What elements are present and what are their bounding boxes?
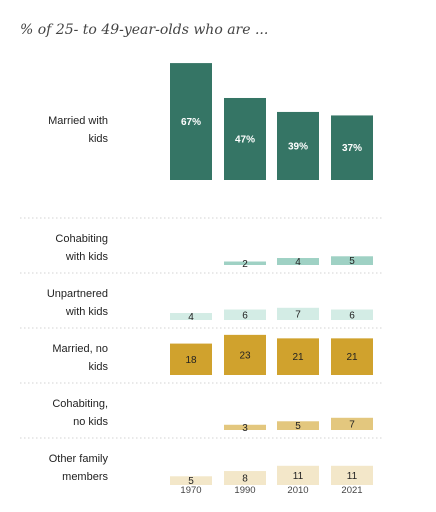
data-label-unpartnered-with-kids-1990: 6 — [242, 310, 248, 321]
bar-unpartnered-with-kids-2021 — [331, 309, 373, 320]
bar-other-family-members-2021 — [331, 465, 373, 485]
data-label-other-family-members-2021: 11 — [347, 471, 358, 482]
bar-unpartnered-with-kids-1990 — [224, 309, 266, 320]
bar-unpartnered-with-kids-2010 — [277, 307, 319, 320]
row-label-cohabiting-no-kids: Cohabiting, no kids — [52, 398, 108, 428]
x-tick-label-2010: 2010 — [287, 485, 308, 496]
data-label-married-with-kids-1990: 47% — [235, 134, 255, 145]
data-label-other-family-members-1990: 8 — [242, 474, 248, 485]
data-label-other-family-members-1970: 5 — [188, 476, 194, 487]
data-label-married-with-kids-2021: 37% — [342, 143, 362, 154]
bar-cohabiting-with-kids-1990 — [224, 261, 266, 265]
x-tick-label-1990: 1990 — [234, 485, 255, 496]
data-label-cohabiting-no-kids-2021: 7 — [349, 419, 355, 430]
data-label-unpartnered-with-kids-2010: 7 — [295, 309, 301, 320]
bar-married-no-kids-1970 — [170, 343, 212, 375]
bar-cohabiting-no-kids-2021 — [331, 417, 373, 430]
row-label-married-no-kids: Married, no kids — [52, 343, 108, 373]
bar-cohabiting-no-kids-1990 — [224, 424, 266, 430]
bar-other-family-members-2010 — [277, 465, 319, 485]
chart-title: % of 25- to 49-year-olds who are ... — [20, 22, 269, 38]
bar-married-with-kids-2021 — [331, 115, 373, 180]
bar-married-with-kids-1970 — [170, 63, 212, 180]
x-tick-label-2021: 2021 — [341, 485, 362, 496]
data-label-married-with-kids-2010: 39% — [288, 141, 308, 152]
data-label-cohabiting-with-kids-2010: 4 — [295, 257, 301, 268]
bar-married-no-kids-2021 — [331, 338, 373, 375]
bar-married-no-kids-1990 — [224, 334, 266, 375]
data-label-married-no-kids-1970: 18 — [185, 355, 197, 366]
bar-cohabiting-with-kids-2010 — [277, 258, 319, 265]
data-label-cohabiting-no-kids-2010: 5 — [295, 421, 301, 432]
bar-cohabiting-no-kids-2010 — [277, 421, 319, 430]
data-label-unpartnered-with-kids-1970: 4 — [188, 312, 194, 323]
data-label-unpartnered-with-kids-2021: 6 — [349, 310, 355, 321]
x-tick-label-1970: 1970 — [180, 485, 201, 496]
bar-unpartnered-with-kids-1970 — [170, 313, 212, 320]
bar-married-with-kids-1990 — [224, 97, 266, 180]
row-label-married-with-kids: Married with kids — [48, 115, 108, 145]
row-label-unpartnered-with-kids: Unpartnered with kids — [47, 288, 109, 318]
bar-married-no-kids-2010 — [277, 338, 319, 375]
data-label-other-family-members-2010: 11 — [293, 471, 304, 482]
data-label-married-no-kids-2021: 21 — [346, 352, 358, 363]
data-label-cohabiting-with-kids-2021: 5 — [349, 256, 355, 267]
data-label-married-with-kids-1970: 67% — [181, 117, 201, 128]
bar-married-with-kids-2010 — [277, 111, 319, 180]
data-label-married-no-kids-2010: 21 — [292, 352, 304, 363]
bar-cohabiting-with-kids-2021 — [331, 256, 373, 265]
data-label-cohabiting-no-kids-1990: 3 — [242, 423, 248, 434]
data-label-cohabiting-with-kids-1990: 2 — [242, 259, 248, 270]
data-label-married-no-kids-1990: 23 — [239, 350, 251, 361]
bar-other-family-members-1970 — [170, 476, 212, 485]
row-label-cohabiting-with-kids: Cohabiting with kids — [55, 233, 108, 263]
bar-other-family-members-1990 — [224, 471, 266, 485]
row-label-other-family-members: Other family members — [49, 453, 109, 483]
